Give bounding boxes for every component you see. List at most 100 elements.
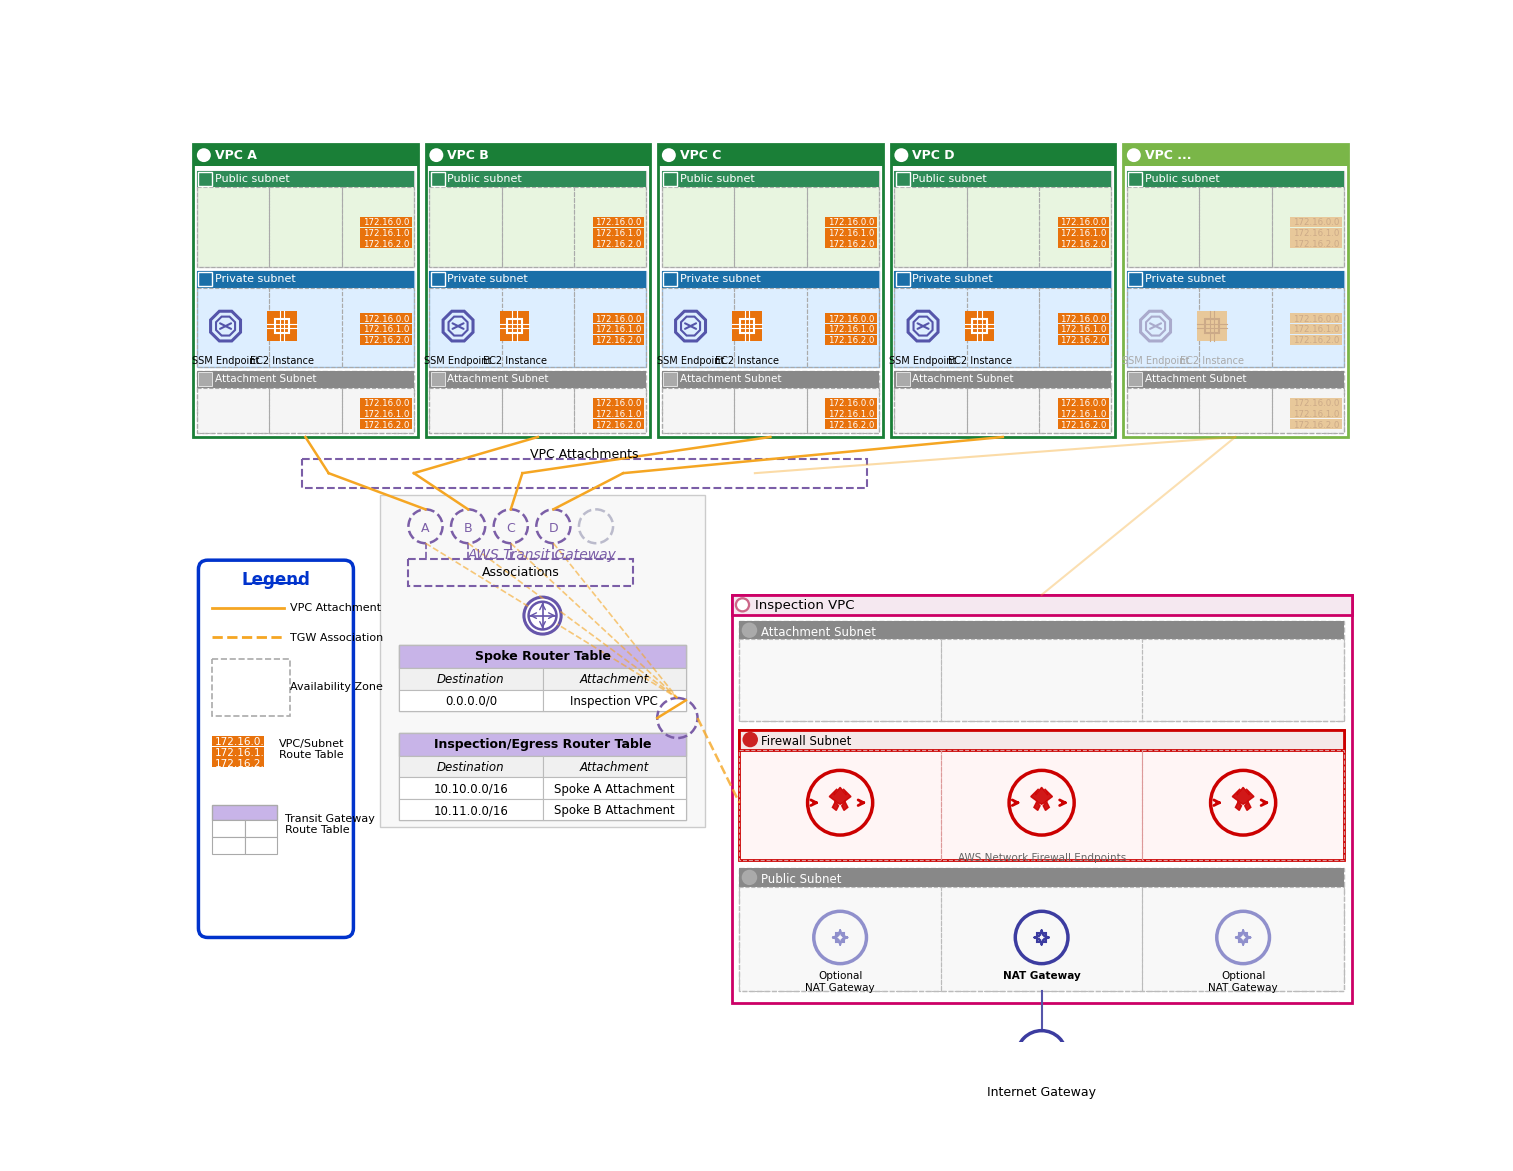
Text: 172.16.0.0: 172.16.0.0 bbox=[1061, 218, 1106, 227]
Bar bbox=[1058, 239, 1109, 248]
Bar bbox=[360, 313, 412, 323]
Bar bbox=[732, 595, 1351, 1002]
Bar bbox=[894, 171, 1112, 267]
Bar bbox=[894, 171, 1112, 187]
Text: 172.16.0.0: 172.16.0.0 bbox=[1061, 315, 1106, 323]
Text: Destination: Destination bbox=[437, 673, 505, 686]
Text: 172.16.2.0: 172.16.2.0 bbox=[595, 240, 642, 249]
Bar bbox=[661, 271, 879, 367]
Bar bbox=[431, 272, 445, 286]
Text: VPC Attachments: VPC Attachments bbox=[530, 447, 638, 460]
Polygon shape bbox=[829, 787, 850, 810]
Bar bbox=[891, 144, 1115, 437]
Text: SSM Endpoint: SSM Endpoint bbox=[890, 356, 956, 367]
Text: Public subnet: Public subnet bbox=[1145, 173, 1219, 184]
Bar bbox=[740, 639, 941, 721]
Bar bbox=[360, 419, 412, 430]
Text: 172.16.0.0: 172.16.0.0 bbox=[595, 218, 642, 227]
Bar bbox=[1058, 335, 1109, 344]
Text: A: A bbox=[421, 521, 430, 535]
Bar bbox=[1200, 187, 1271, 267]
Bar bbox=[430, 371, 646, 388]
Bar bbox=[212, 758, 263, 767]
Text: Legend: Legend bbox=[242, 571, 310, 589]
Bar bbox=[740, 730, 1344, 749]
Bar bbox=[430, 171, 646, 267]
Bar bbox=[212, 735, 263, 746]
Bar bbox=[1127, 171, 1344, 187]
Bar bbox=[734, 288, 806, 367]
Bar bbox=[658, 144, 882, 437]
Bar bbox=[661, 187, 734, 267]
Text: 172.16.0.0: 172.16.0.0 bbox=[1061, 399, 1106, 409]
Text: 10.11.0.0/16: 10.11.0.0/16 bbox=[433, 804, 508, 817]
Bar bbox=[573, 288, 646, 367]
Bar bbox=[499, 311, 530, 341]
Bar bbox=[837, 933, 844, 941]
Bar bbox=[1058, 227, 1109, 238]
Bar bbox=[941, 639, 1142, 721]
Bar bbox=[1058, 313, 1109, 323]
Bar bbox=[399, 799, 543, 821]
Text: Attachment Subnet: Attachment Subnet bbox=[761, 625, 876, 638]
Bar bbox=[896, 372, 909, 386]
Bar bbox=[430, 371, 646, 433]
Text: Optional
NAT Gateway: Optional NAT Gateway bbox=[1209, 972, 1278, 993]
Bar bbox=[806, 187, 879, 267]
Text: Spoke Router Table: Spoke Router Table bbox=[475, 650, 611, 663]
Bar bbox=[1291, 323, 1342, 334]
Text: Private subnet: Private subnet bbox=[215, 274, 295, 283]
Text: EC2 Instance: EC2 Instance bbox=[483, 356, 546, 367]
Bar bbox=[425, 144, 651, 166]
Text: VPC D: VPC D bbox=[912, 149, 955, 162]
Bar bbox=[399, 733, 685, 821]
Bar bbox=[1291, 398, 1342, 408]
Text: 172.16.0.0: 172.16.0.0 bbox=[1292, 218, 1339, 227]
Text: 172.16.0.0: 172.16.0.0 bbox=[828, 315, 875, 323]
Bar bbox=[593, 313, 645, 323]
Text: 172.16.1.0: 172.16.1.0 bbox=[828, 410, 875, 419]
Bar bbox=[1058, 217, 1109, 227]
Bar bbox=[1271, 288, 1344, 367]
Text: Destination: Destination bbox=[437, 761, 505, 774]
Bar bbox=[894, 288, 967, 367]
Bar bbox=[740, 621, 1344, 721]
Bar bbox=[593, 398, 645, 408]
Bar bbox=[967, 187, 1039, 267]
Text: 172.16.0.0: 172.16.0.0 bbox=[828, 399, 875, 409]
Bar bbox=[1127, 271, 1344, 288]
Bar bbox=[1129, 372, 1142, 386]
Text: 0.0.0.0/0: 0.0.0.0/0 bbox=[445, 694, 496, 708]
Bar bbox=[1129, 272, 1142, 286]
Bar bbox=[663, 172, 678, 186]
Text: 172.16.2.0: 172.16.2.0 bbox=[215, 759, 271, 769]
Bar bbox=[826, 398, 876, 408]
Bar bbox=[342, 187, 415, 267]
Bar bbox=[197, 288, 269, 367]
Bar bbox=[360, 409, 412, 418]
Text: 172.16.1.0: 172.16.1.0 bbox=[1061, 410, 1106, 419]
Text: EC2 Instance: EC2 Instance bbox=[947, 356, 1012, 367]
Bar bbox=[197, 371, 415, 388]
Bar bbox=[399, 755, 543, 778]
Text: Spoke A Attachment: Spoke A Attachment bbox=[554, 782, 675, 796]
Bar bbox=[663, 372, 678, 386]
Bar bbox=[967, 288, 1039, 367]
Text: Inspection VPC: Inspection VPC bbox=[570, 694, 658, 708]
Text: 172.16.1.0: 172.16.1.0 bbox=[1292, 230, 1339, 238]
Bar bbox=[894, 371, 1112, 388]
Bar bbox=[1291, 409, 1342, 418]
Text: Public subnet: Public subnet bbox=[215, 173, 289, 184]
Text: Internet Gateway: Internet Gateway bbox=[986, 1086, 1095, 1100]
Bar bbox=[430, 288, 502, 367]
Text: Spoke B Attachment: Spoke B Attachment bbox=[554, 804, 675, 817]
Text: VPC A: VPC A bbox=[215, 149, 257, 162]
Text: Inspection VPC: Inspection VPC bbox=[755, 600, 855, 612]
Text: 172.16.0.0: 172.16.0.0 bbox=[215, 738, 271, 747]
Bar bbox=[502, 187, 573, 267]
Bar bbox=[740, 319, 755, 334]
Bar bbox=[425, 144, 651, 437]
Bar bbox=[894, 187, 967, 267]
Bar bbox=[342, 388, 415, 433]
Bar bbox=[507, 319, 522, 334]
